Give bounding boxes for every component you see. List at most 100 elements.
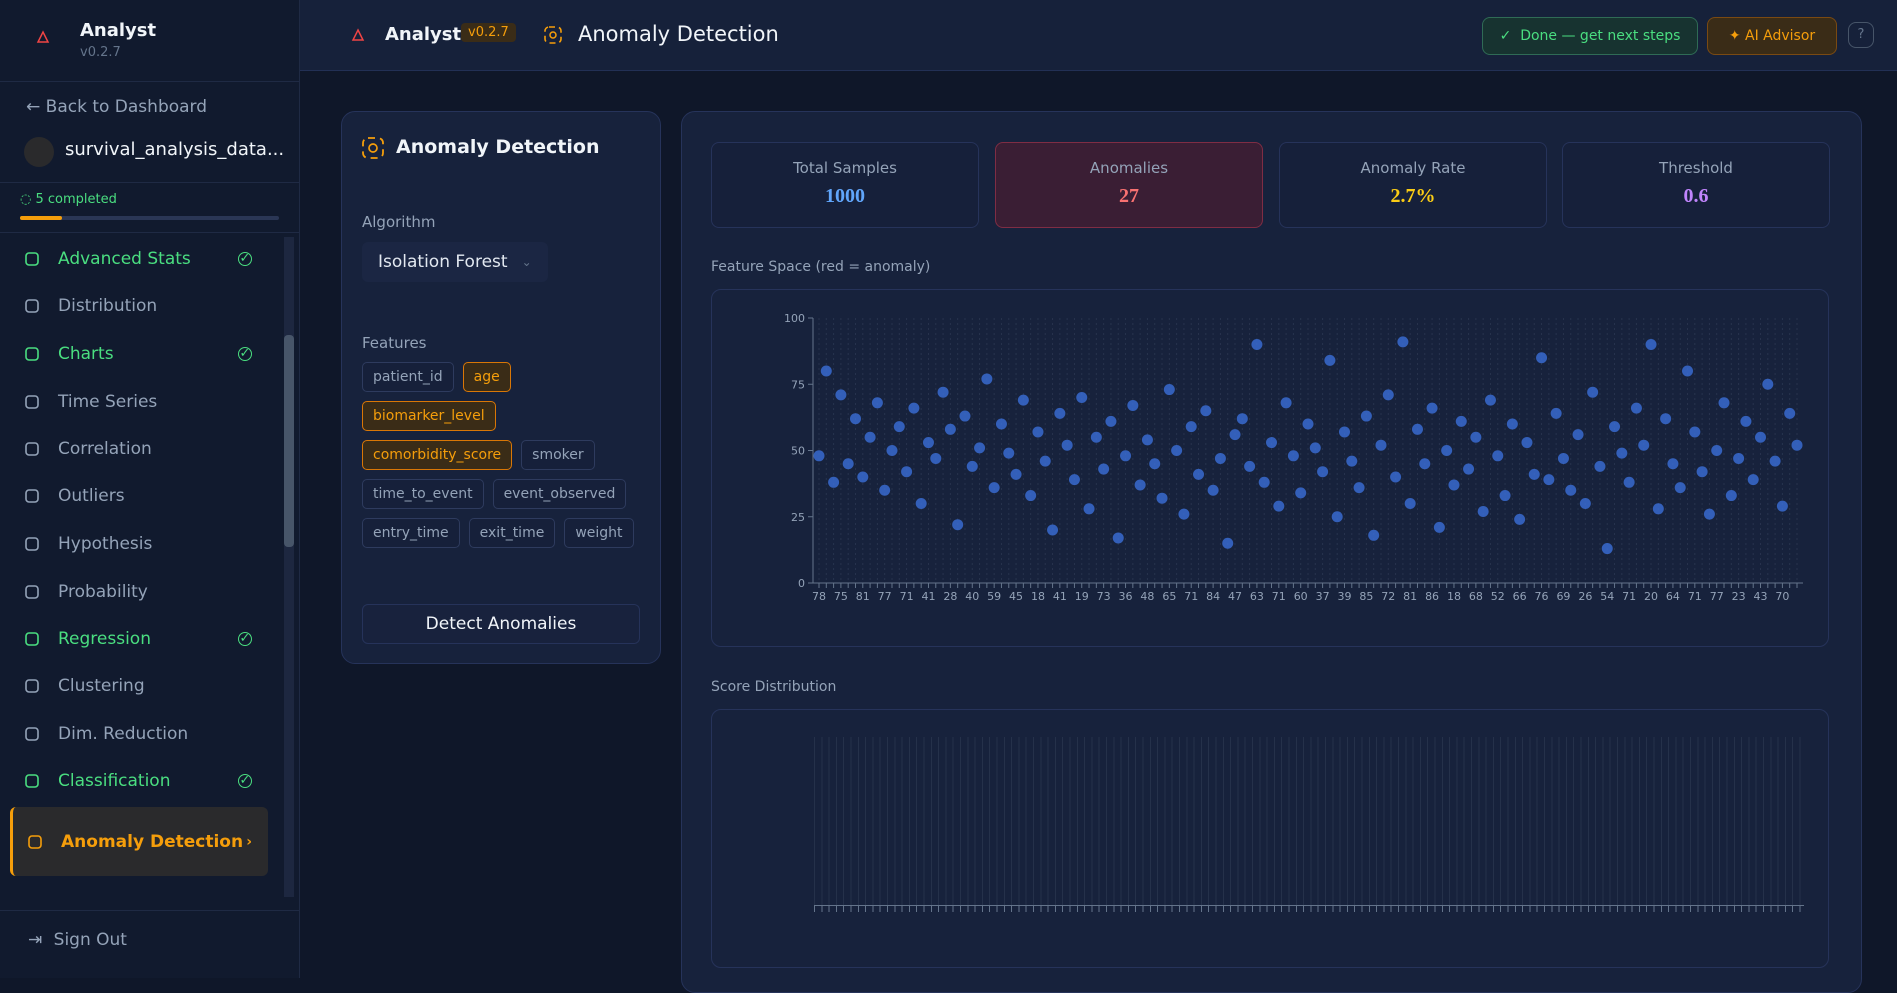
nav-label[interactable]: Time Series (58, 392, 158, 412)
point (1266, 437, 1278, 449)
point (1360, 410, 1372, 422)
nav-item[interactable]: Outliers (10, 477, 268, 515)
point (1514, 513, 1526, 525)
point (1251, 339, 1263, 350)
x-tick-label: 77 (1710, 590, 1724, 603)
point (1703, 508, 1715, 520)
nav-item[interactable]: Classification ✓ (10, 762, 268, 800)
x-tick-label: 43 (1754, 590, 1768, 603)
feature-chip[interactable]: event_observed (492, 479, 627, 509)
back-text[interactable]: Back to Dashboard (45, 97, 208, 117)
nav-icon (25, 395, 39, 409)
point (1141, 434, 1153, 446)
x-tick-label: 45 (1009, 590, 1023, 603)
nav-label[interactable]: Outliers (58, 486, 125, 506)
done-button[interactable]: ✓ Done — get next steps (1482, 17, 1698, 55)
algorithm-select[interactable]: Isolation Forest ⌄ (362, 242, 548, 282)
point (966, 460, 978, 472)
point (959, 410, 971, 422)
feature-chip[interactable]: time_to_event (362, 479, 484, 509)
algorithm-value[interactable]: Isolation Forest (378, 252, 508, 272)
nav-label[interactable]: Anomaly Detection (61, 831, 244, 852)
x-tick-label: 26 (1578, 590, 1592, 603)
help-button[interactable]: ? (1848, 22, 1874, 48)
dataset-name[interactable]: survival_analysis_data... (65, 139, 285, 160)
nav-label[interactable]: Clustering (58, 676, 145, 696)
feature-chip[interactable]: comorbidity_score (362, 440, 513, 470)
nav-item[interactable]: Correlation (10, 430, 268, 468)
x-tick-label: 20 (1644, 590, 1658, 603)
sign-out-text[interactable]: Sign Out (53, 930, 127, 950)
x-tick-label: 71 (1272, 590, 1286, 603)
x-tick-label: 63 (1250, 590, 1264, 603)
nav-item[interactable]: Probability (10, 573, 268, 611)
feature-chip[interactable]: smoker (521, 440, 595, 470)
nav-item[interactable]: Regression ✓ (10, 620, 268, 658)
point (1287, 450, 1299, 462)
nav-item[interactable]: Anomaly Detection › (10, 807, 268, 876)
nav-label[interactable]: Charts (58, 344, 114, 364)
x-tick-label: 68 (1469, 590, 1483, 603)
point (1645, 339, 1657, 350)
point (1579, 498, 1591, 509)
point (1105, 415, 1117, 427)
advisor-button[interactable]: ✦ AI Advisor (1707, 17, 1837, 55)
feature-chip[interactable]: biomarker_level (362, 401, 496, 431)
nav-label[interactable]: Classification (58, 771, 171, 791)
stat-value: 1000 (825, 185, 865, 207)
nav-label[interactable]: Probability (58, 582, 148, 602)
point (1733, 452, 1745, 464)
histogram-frame (711, 709, 1829, 968)
feature-chip[interactable]: entry_time (362, 518, 460, 548)
point (1419, 458, 1431, 470)
point (1718, 397, 1730, 409)
nav-icon (25, 252, 39, 266)
detect-button[interactable]: Detect Anomalies (362, 604, 640, 644)
nav-item[interactable]: Clustering (10, 667, 268, 705)
feature-chip[interactable]: age (462, 362, 511, 392)
nav-check: ✓ (238, 346, 252, 361)
point (1244, 460, 1256, 472)
feature-chip[interactable]: patient_id (362, 362, 454, 392)
x-tick-label: 18 (1031, 590, 1045, 603)
nav-label[interactable]: Correlation (58, 439, 152, 459)
feature-list: patient_id age biomarker_level comorbidity_… (362, 362, 644, 548)
point (1134, 479, 1146, 491)
scatter-title: Feature Space (red = anomaly) (711, 259, 931, 275)
nav-item[interactable]: Time Series (10, 383, 268, 421)
x-tick-label: 54 (1600, 590, 1614, 603)
nav-item[interactable]: Charts ✓ (10, 335, 268, 373)
done-text[interactable]: Done — get next steps (1520, 28, 1681, 44)
point (835, 389, 847, 401)
scrollbar[interactable] (284, 237, 294, 897)
sign-out[interactable]: ⇥ Sign Out (28, 930, 127, 950)
scatter-chart: 78 75 81 77 71 41 28 40 59 45 18 41 19 73 36 48 65 71 84 47… (784, 312, 1803, 603)
back-link[interactable]: ← Back to Dashboard (26, 97, 208, 117)
point (1623, 476, 1635, 488)
nav-icon-shape (25, 727, 39, 741)
advisor-text[interactable]: AI Advisor (1745, 28, 1816, 44)
panel-icon (362, 137, 384, 159)
point (1273, 500, 1285, 512)
nav-item[interactable]: Hypothesis (10, 525, 268, 563)
nav-label[interactable]: Advanced Stats (58, 249, 191, 269)
nav-item[interactable]: Dim. Reduction (10, 715, 268, 753)
nav-label[interactable]: Regression (58, 629, 151, 649)
point (1368, 529, 1380, 541)
point (1156, 492, 1168, 504)
nav-label[interactable]: Dim. Reduction (58, 724, 189, 744)
point (1769, 455, 1781, 467)
feature-chip[interactable]: exit_time (468, 518, 556, 548)
nav-label[interactable]: Hypothesis (58, 534, 153, 554)
nav-icon-shape (25, 774, 39, 788)
x-tick-label: 41 (921, 590, 935, 603)
point (1565, 484, 1577, 496)
feature-chip[interactable]: weight (564, 518, 634, 548)
nav-item[interactable]: Advanced Stats ✓ (10, 240, 268, 278)
scroll-thumb[interactable] (284, 335, 294, 547)
point (1630, 402, 1642, 414)
stat-card: Anomalies 27 (995, 142, 1263, 228)
nav-label[interactable]: Distribution (58, 296, 158, 316)
nav-item[interactable]: Distribution (10, 287, 268, 325)
nav-icon-shape (25, 252, 39, 266)
